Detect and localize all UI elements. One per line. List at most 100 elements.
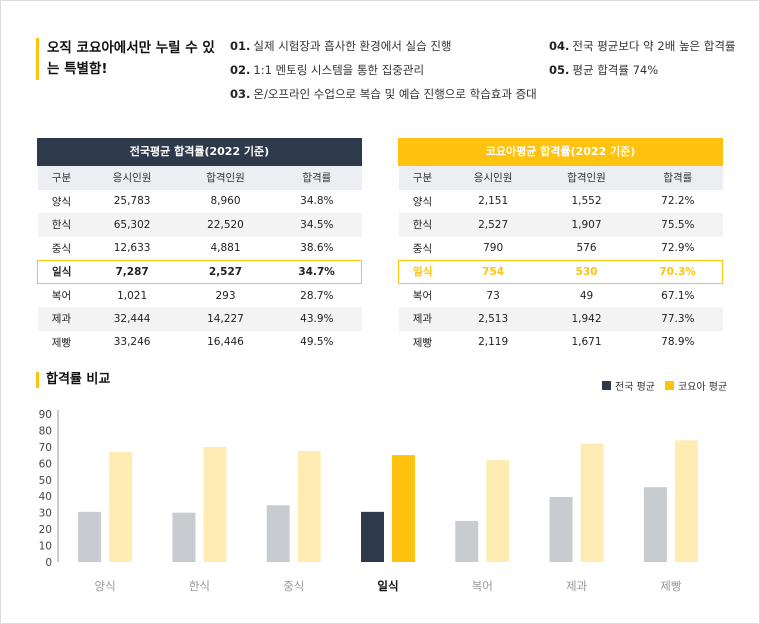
- point-num: 04.: [549, 39, 570, 53]
- table-cell: 34.5%: [272, 213, 362, 237]
- point-1: 01. 실제 시험장과 흡사한 환경에서 실습 진행: [230, 38, 452, 54]
- column-header: 구분: [37, 166, 86, 190]
- point-text: 1:1 멘토링 시스템을 통한 집중관리: [253, 63, 425, 77]
- table-cell: 14,227: [178, 307, 273, 331]
- table-row: 복어 1,021 293 28.7%: [37, 283, 362, 307]
- table-cell: 576: [539, 236, 634, 260]
- table-cell: 제빵: [37, 330, 86, 354]
- table-cell: 293: [178, 283, 273, 307]
- national-table: 전국평균 합격률(2022 기준) 구분 응시인원 합격인원 합격률 양식 25,783…: [37, 138, 363, 354]
- table-cell: 제과: [398, 307, 447, 331]
- table-row: 제과 32,444 14,227 43.9%: [37, 307, 362, 331]
- chart-title: 합격률 비교: [36, 372, 110, 388]
- table-cell: 양식: [37, 189, 86, 213]
- legend-label-national: 전국 평균: [615, 382, 655, 393]
- table-row: 중식 790 576 72.9%: [398, 236, 723, 260]
- table-cell: 2,119: [446, 330, 540, 354]
- table-cell: 22,520: [178, 213, 273, 237]
- table-cell: 제과: [37, 307, 86, 331]
- x-tick-label: 복어: [472, 579, 493, 593]
- table-cell: 1,021: [85, 283, 179, 307]
- table-cell: 복어: [37, 283, 86, 307]
- point-text: 실제 시험장과 흡사한 환경에서 실습 진행: [253, 39, 452, 53]
- x-tick-label: 제빵: [660, 579, 682, 593]
- column-header: 합격인원: [539, 166, 634, 190]
- table-cell: 25,783: [85, 189, 179, 213]
- table-cell: 34.8%: [272, 189, 362, 213]
- table-cell: 67.1%: [633, 283, 723, 307]
- table-row: 제과 2,513 1,942 77.3%: [398, 307, 723, 331]
- table-cell: 양식: [398, 189, 447, 213]
- table-cell: 38.6%: [272, 236, 362, 260]
- legend-item-national: 전국 평균: [602, 378, 655, 393]
- table-cell: 복어: [398, 283, 447, 307]
- column-header: 합격률: [272, 166, 362, 190]
- bar-koyoa: [203, 446, 227, 562]
- table-cell: 중식: [398, 236, 447, 260]
- koyoa-table: 코요아평균 합격률(2022 기준) 구분 응시인원 합격인원 합격률 양식 2,151…: [398, 138, 724, 354]
- table-cell: 32,444: [85, 307, 179, 331]
- table-cell: 일식: [37, 259, 86, 284]
- legend-label-koyoa: 코요아 평균: [677, 382, 728, 393]
- bar-national: [455, 520, 479, 562]
- point-4: 04. 전국 평균보다 약 2배 높은 합격률: [549, 38, 736, 54]
- column-header: 응시인원: [446, 166, 540, 190]
- table-cell: 12,633: [85, 236, 179, 260]
- bar-koyoa: [674, 440, 698, 562]
- point-text: 온/오프라인 수업으로 복습 및 예습 진행으로 학습효과 증대: [253, 87, 537, 101]
- bar-koyoa: [109, 451, 133, 562]
- table-cell: 65,302: [85, 213, 179, 237]
- point-num: 02.: [230, 63, 251, 77]
- table-cell: 790: [446, 236, 540, 260]
- table-cell: 72.9%: [633, 236, 723, 260]
- table-cell: 754: [446, 259, 540, 284]
- intro-heading: 오직 코요아에서만 누릴 수 있는 특별함!: [36, 38, 221, 80]
- y-tick-label: 90: [39, 409, 52, 421]
- x-tick-label: 양식: [95, 579, 116, 593]
- legend-swatch-koyoa: [664, 381, 674, 390]
- y-tick-label: 20: [39, 524, 52, 536]
- y-tick-label: 10: [39, 541, 52, 553]
- point-2: 02. 1:1 멘토링 시스템을 통한 집중관리: [230, 62, 424, 78]
- table-cell: 1,907: [539, 213, 634, 237]
- bar-national: [361, 511, 384, 562]
- y-tick-label: 50: [39, 475, 52, 487]
- legend-item-koyoa: 코요아 평균: [664, 378, 728, 393]
- table-cell: 530: [539, 259, 634, 284]
- table-cell: 16,446: [178, 330, 273, 354]
- y-tick-label: 0: [45, 557, 52, 569]
- table-cell: 4,881: [178, 236, 273, 260]
- table-cell: 77.3%: [633, 307, 723, 331]
- table-cell: 28.7%: [272, 283, 362, 307]
- table-row: 일식 7,287 2,527 34.7%: [37, 259, 363, 284]
- y-tick-label: 30: [39, 508, 52, 520]
- table-row: 제빵 33,246 16,446 49.5%: [37, 330, 362, 354]
- table-row: 복어 73 49 67.1%: [398, 283, 723, 307]
- table-row: 한식 65,302 22,520 34.5%: [37, 213, 362, 237]
- table-cell: 한식: [37, 213, 86, 237]
- table-cell: 33,246: [85, 330, 179, 354]
- table-cell: 49.5%: [272, 330, 362, 354]
- column-header: 구분: [398, 166, 447, 190]
- table-cell: 2,527: [446, 213, 540, 237]
- table-row: 제빵 2,119 1,671 78.9%: [398, 330, 723, 354]
- column-header: 합격인원: [178, 166, 273, 190]
- table-cell: 제빵: [398, 330, 447, 354]
- table-cell: 70.3%: [633, 259, 724, 284]
- point-3: 03. 온/오프라인 수업으로 복습 및 예습 진행으로 학습효과 증대: [230, 86, 537, 102]
- point-text: 전국 평균보다 약 2배 높은 합격률: [572, 39, 736, 53]
- point-num: 01.: [230, 39, 251, 53]
- bar-koyoa: [580, 443, 604, 562]
- y-tick-label: 40: [39, 491, 52, 503]
- bar-national: [78, 511, 102, 562]
- comparison-bar-chart: 0 10 20 30 40 50 60 70 80 90 양식 한식 중식 일식 복어 제과 제빵: [39, 409, 698, 593]
- table-cell: 72.2%: [633, 189, 723, 213]
- bar-national: [172, 512, 196, 562]
- table-row: 양식 2,151 1,552 72.2%: [398, 189, 723, 213]
- table-cell: 75.5%: [633, 213, 723, 237]
- table-cell: 한식: [398, 213, 447, 237]
- table-cell: 7,287: [85, 259, 179, 284]
- y-tick-label: 70: [39, 442, 52, 454]
- point-num: 05.: [549, 63, 570, 77]
- table-cell: 1,671: [539, 330, 634, 354]
